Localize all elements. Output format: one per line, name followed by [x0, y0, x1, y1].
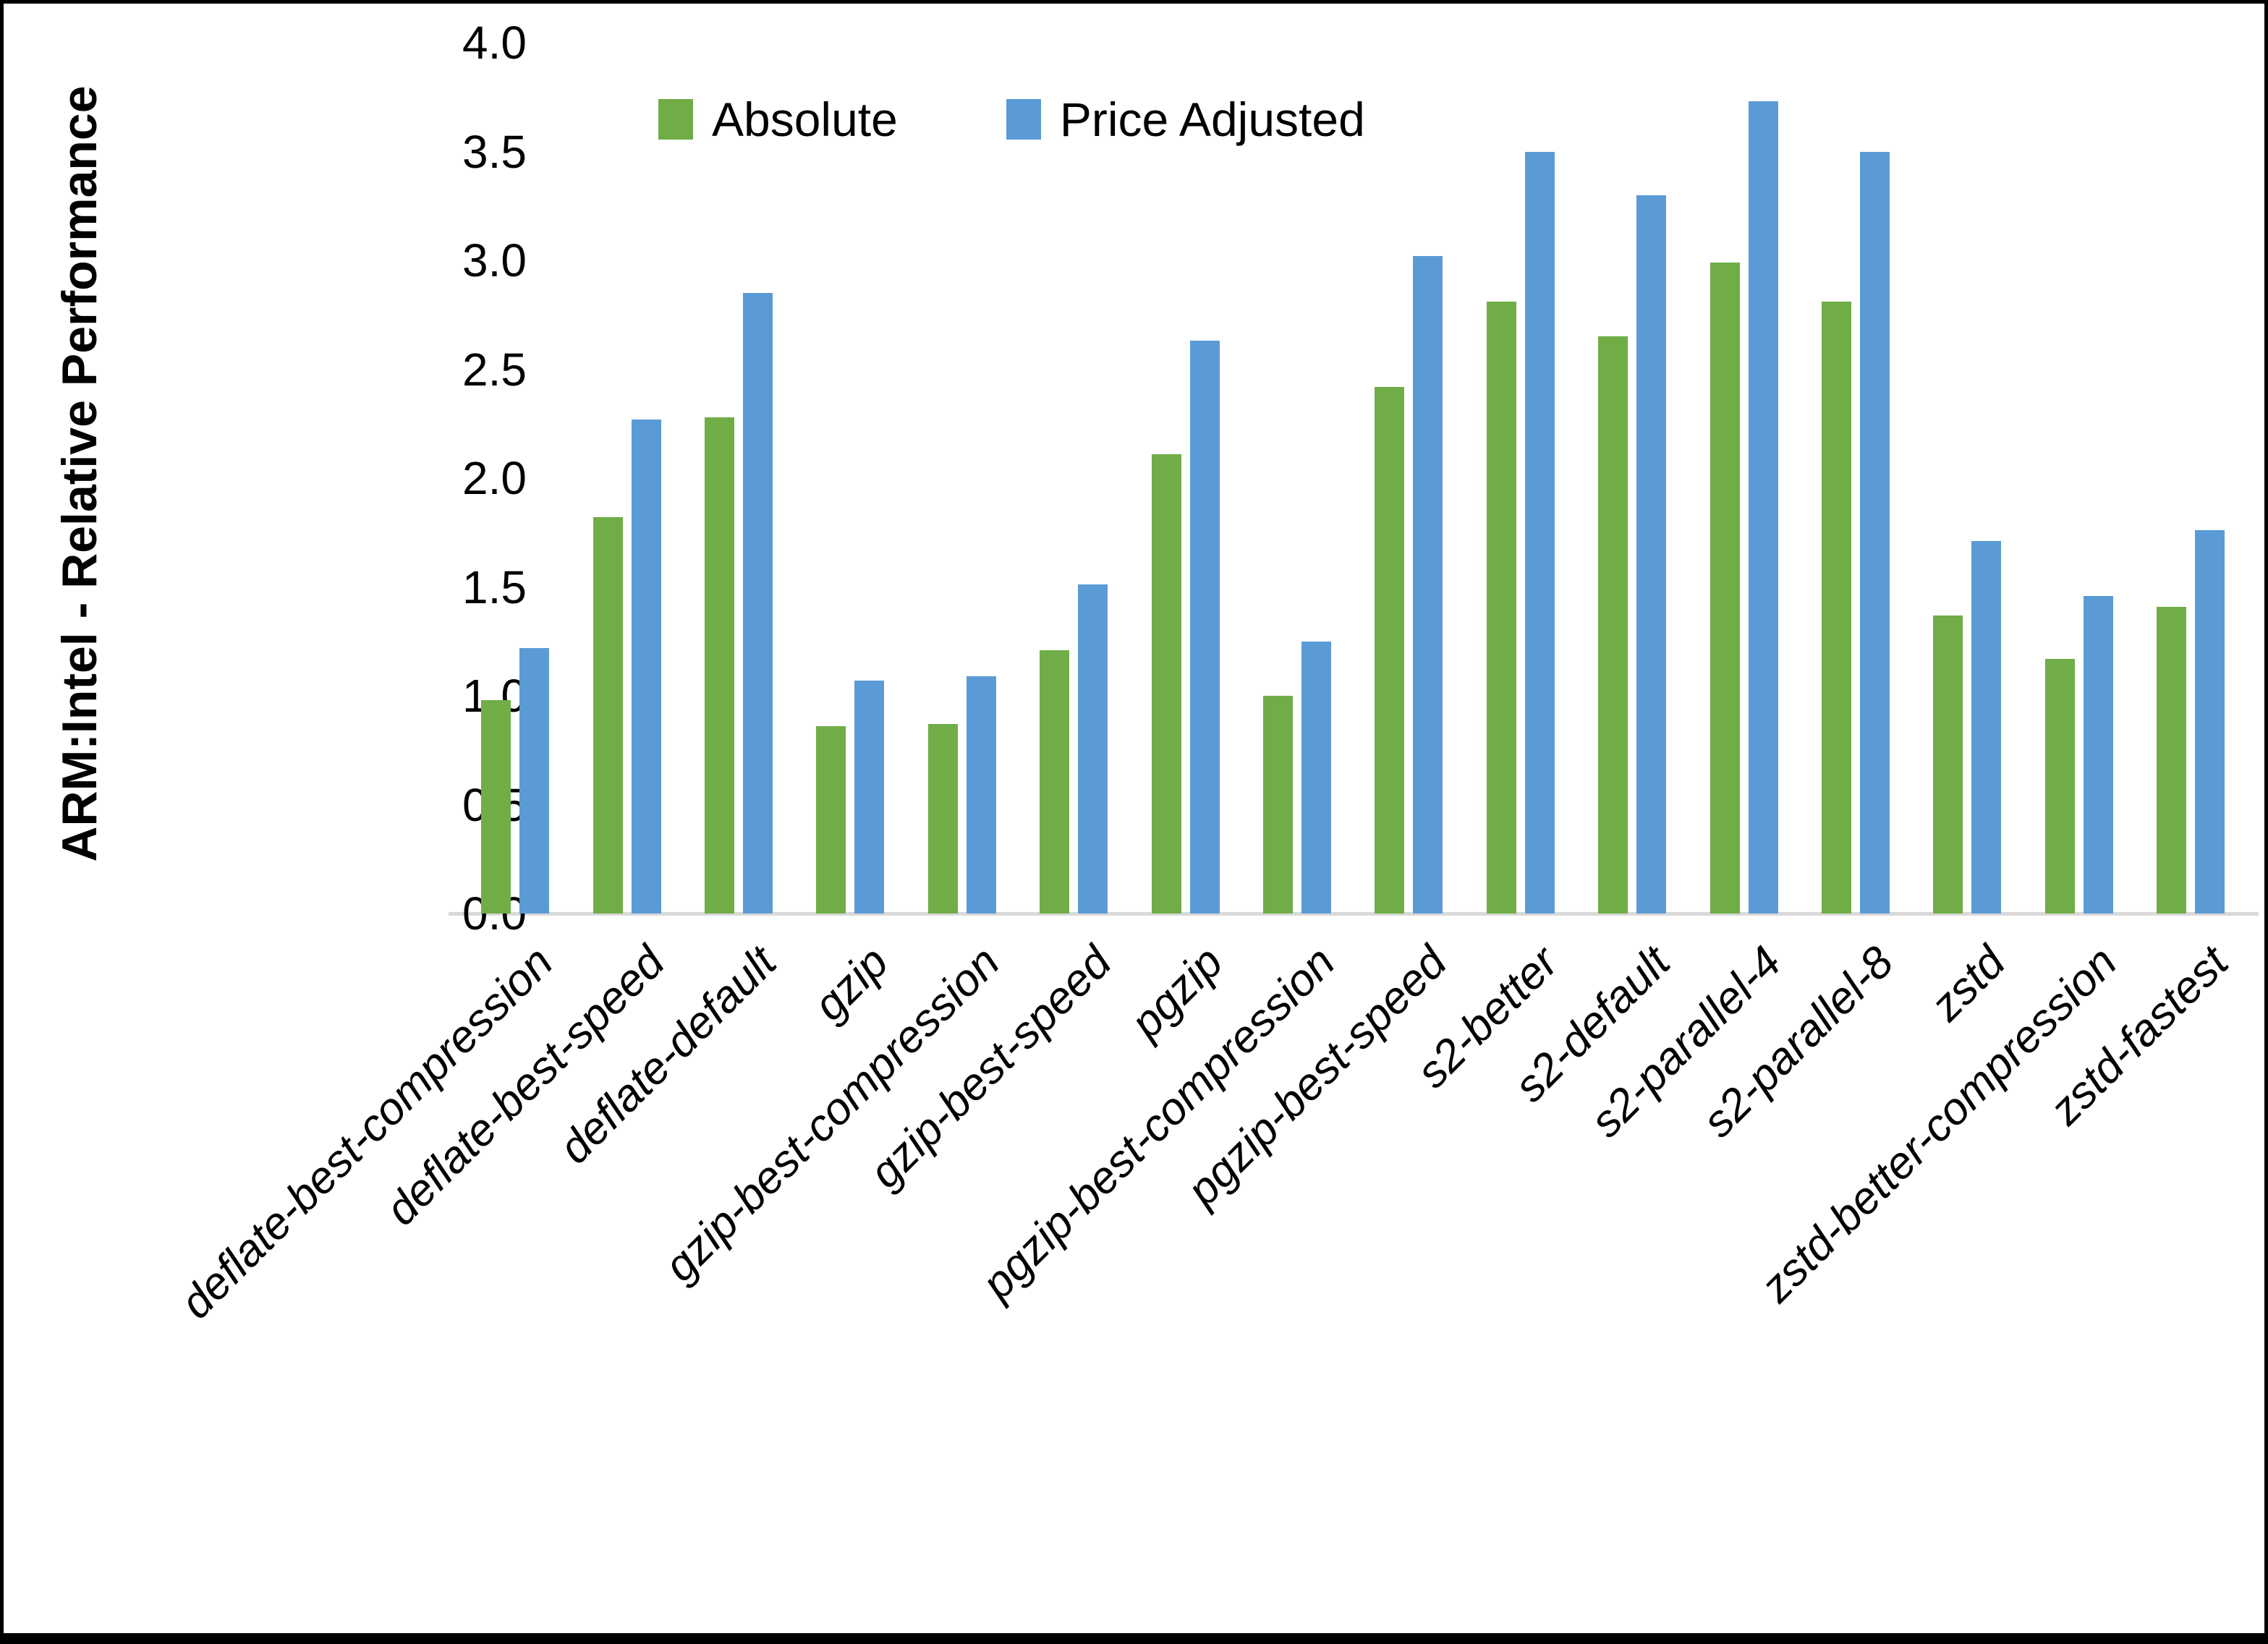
x-axis-label-zstd: zstd — [1921, 937, 2015, 1031]
bar-price-adjusted-deflate-best-compression — [519, 647, 550, 913]
bar-absolute-deflate-best-speed — [593, 517, 623, 913]
y-axis-tick-label: 3.5 — [462, 125, 527, 178]
bar-absolute-zstd-fastest — [2157, 606, 2187, 913]
bar-price-adjusted-s2-default — [1636, 195, 1667, 913]
bar-price-adjusted-zstd — [1971, 541, 2002, 913]
bar-absolute-s2-parallel-8 — [1822, 302, 1851, 913]
absolute-series-swatch-icon — [658, 99, 693, 140]
bar-price-adjusted-gzip-best-speed — [1078, 584, 1108, 913]
bar-price-adjusted-s2-better — [1524, 151, 1555, 913]
bar-price-adjusted-gzip — [854, 680, 885, 913]
legend-item-price-adjusted: Price Adjusted — [1006, 92, 1365, 147]
y-axis-tick-label: 1.5 — [462, 561, 527, 613]
bar-price-adjusted-s2-parallel-4 — [1748, 101, 1778, 913]
y-axis-tick-label: 4.0 — [462, 17, 527, 69]
y-axis-tick-label: 3.0 — [462, 234, 527, 286]
legend: Absolute Price Adjusted — [658, 92, 1365, 147]
bar-absolute-s2-parallel-4 — [1710, 263, 1740, 913]
bar-absolute-deflate-best-compression — [481, 700, 511, 913]
bar-price-adjusted-pgzip-best-speed — [1413, 255, 1443, 913]
bar-price-adjusted-pgzip-best-compression — [1301, 641, 1331, 913]
bar-price-adjusted-zstd-fastest — [2195, 530, 2225, 913]
bar-absolute-s2-better — [1486, 302, 1516, 913]
legend-item-absolute: Absolute — [658, 92, 898, 147]
bar-price-adjusted-pgzip — [1189, 341, 1220, 913]
x-axis-label-gzip: gzip — [804, 937, 898, 1031]
bar-absolute-zstd-better-compression — [2044, 658, 2075, 913]
bar-price-adjusted-zstd-better-compression — [2083, 595, 2113, 913]
y-axis-tick-label: 2.5 — [462, 343, 527, 396]
bar-absolute-zstd — [1933, 615, 1963, 913]
price-adjusted-series-swatch-icon — [1006, 99, 1041, 140]
x-axis-line — [449, 912, 2259, 916]
legend-label-absolute: Absolute — [712, 93, 898, 146]
bar-absolute-deflate-default — [705, 417, 734, 913]
bar-price-adjusted-gzip-best-compression — [966, 676, 996, 913]
bar-absolute-pgzip — [1151, 453, 1181, 913]
legend-label-price-adjusted: Price Adjusted — [1059, 93, 1365, 146]
bar-price-adjusted-deflate-best-speed — [631, 419, 661, 913]
bar-absolute-gzip-best-speed — [1040, 649, 1070, 913]
bar-absolute-s2-default — [1598, 336, 1628, 913]
y-axis-tick-label: 2.0 — [462, 452, 527, 504]
bar-absolute-gzip-best-compression — [927, 724, 958, 913]
bar-price-adjusted-s2-parallel-8 — [1860, 151, 1890, 913]
bar-absolute-pgzip-best-compression — [1263, 696, 1293, 913]
bar-absolute-gzip — [816, 726, 846, 913]
plot-area: 0.00.51.01.52.02.53.03.54.0deflate-best-… — [4, 4, 2264, 1633]
bar-absolute-pgzip-best-speed — [1375, 386, 1405, 913]
bar-price-adjusted-deflate-default — [743, 293, 773, 913]
